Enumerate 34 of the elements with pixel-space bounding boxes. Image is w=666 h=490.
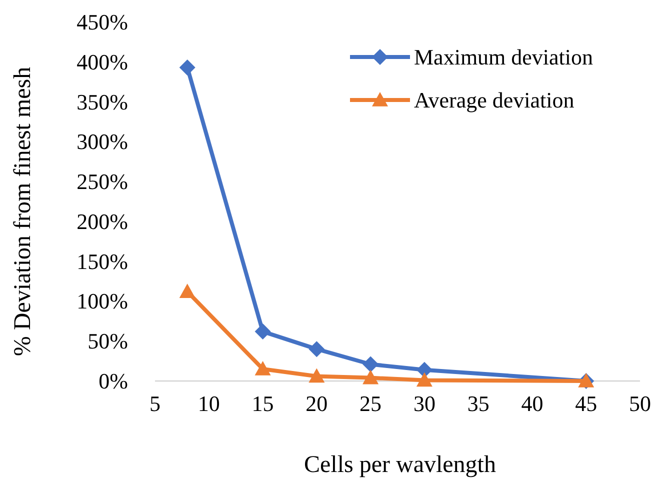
point xyxy=(362,356,379,372)
x-tick-label: 25 xyxy=(360,391,382,416)
x-tick-label: 15 xyxy=(252,391,274,416)
x-tick-label: 40 xyxy=(521,391,544,416)
y-tick-label: 300% xyxy=(76,129,128,154)
point xyxy=(308,368,325,383)
point xyxy=(254,361,271,376)
point xyxy=(179,284,196,298)
y-tick-label: 450% xyxy=(76,10,128,34)
x-tick-label: 35 xyxy=(467,391,490,416)
point xyxy=(179,59,196,76)
x-tick-label: 30 xyxy=(413,391,436,416)
y-tick-label: 150% xyxy=(76,248,128,274)
x-tick-label: 5 xyxy=(150,391,160,416)
point xyxy=(416,372,432,387)
legend-label: Average deviation xyxy=(414,88,574,112)
x-tick-label: 10 xyxy=(198,391,220,416)
x-tick-label: 50 xyxy=(629,391,651,416)
y-tick-label: 400% xyxy=(76,49,128,74)
point xyxy=(254,324,271,340)
point xyxy=(416,362,432,378)
legend-label: Maximum deviation xyxy=(414,44,594,70)
x-axis-title: Cells per wavlength xyxy=(304,452,496,478)
y-tick-label: 250% xyxy=(76,169,128,194)
y-tick-label: 50% xyxy=(88,328,128,354)
y-tick-label: 100% xyxy=(76,288,128,314)
y-tick-label: 350% xyxy=(76,89,128,114)
point xyxy=(362,370,379,384)
x-tick-label: 20 xyxy=(306,391,328,416)
y-tick-label: 0% xyxy=(98,368,128,394)
point xyxy=(308,341,325,358)
y-tick-label: 200% xyxy=(76,208,128,234)
y-axis-title: % Deviation from finest mesh xyxy=(10,66,36,356)
x-tick-label: 45 xyxy=(575,391,598,416)
